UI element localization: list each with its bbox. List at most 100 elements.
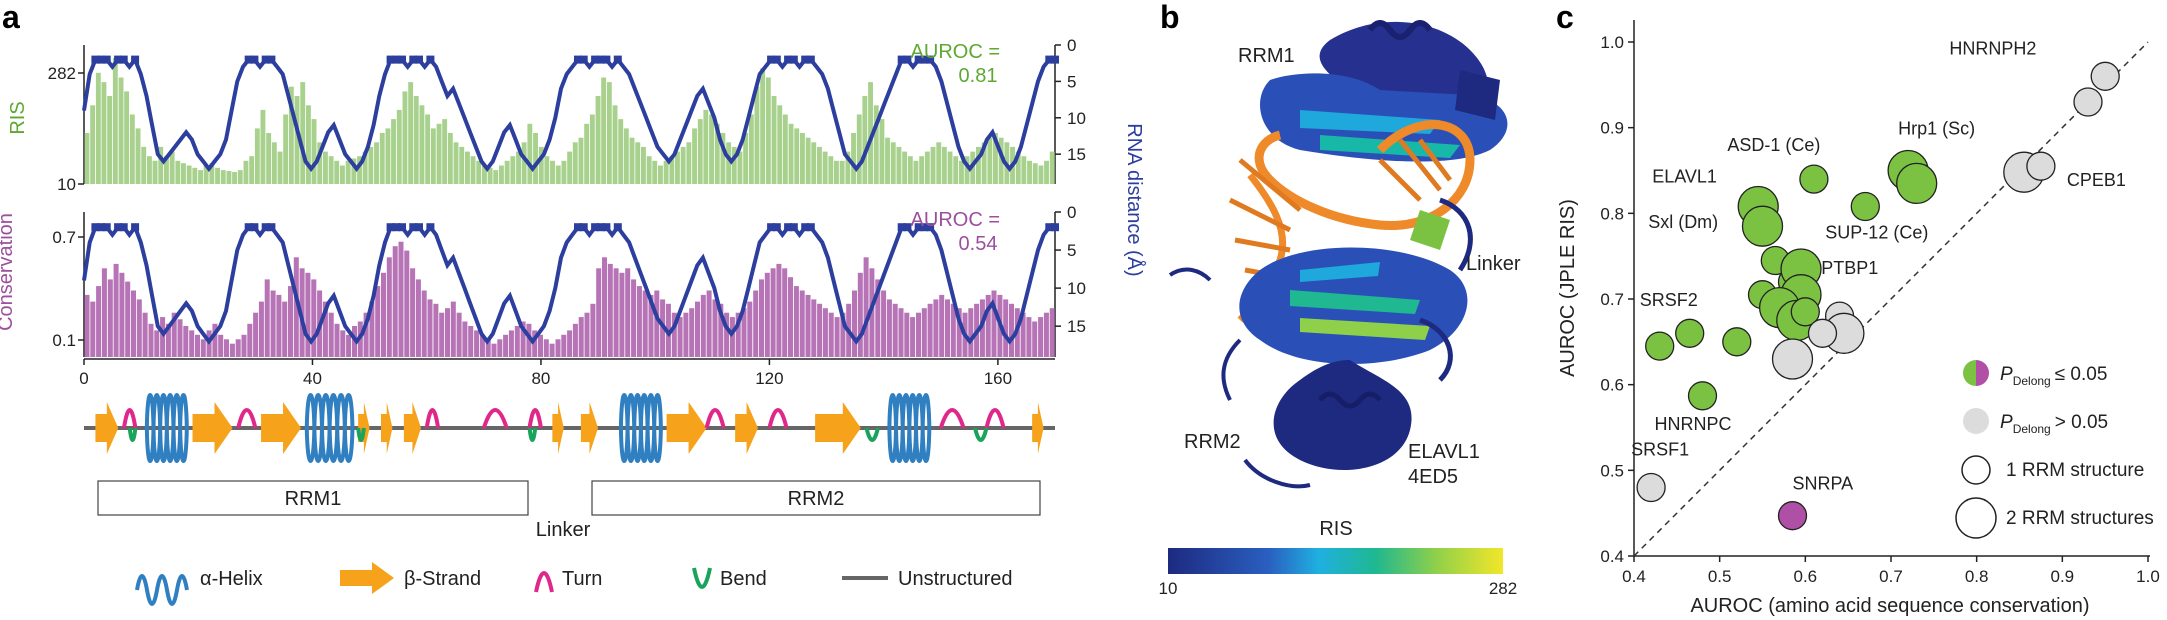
ris-bar (1049, 151, 1055, 184)
ris-bar (328, 156, 334, 184)
conservation-bar (677, 317, 683, 357)
distance-marker (1051, 55, 1059, 64)
scatter-point (1741, 205, 1784, 247)
scatter-y-tick-label: 0.8 (1600, 204, 1624, 223)
distance-marker (596, 55, 605, 64)
ris-bar (987, 137, 993, 184)
ris-bar (862, 96, 868, 184)
turn (938, 408, 966, 429)
track-x-tick-label: 0 (79, 369, 88, 388)
conservation-bar (828, 312, 834, 357)
conservation-bar (264, 279, 270, 357)
conservation-bar (904, 312, 910, 357)
ris-bar (794, 128, 800, 184)
conservation-bar (445, 308, 451, 357)
conservation-bar (747, 301, 753, 357)
conservation-bar (253, 312, 259, 357)
cons-tick-0.1: 0.1 (52, 331, 76, 350)
ris-auroc-line2: 0.81 (959, 65, 998, 87)
legend-two-rrm: 2 RRM structures (2006, 508, 2154, 529)
scatter-point (1687, 381, 1718, 411)
ris-bar (516, 151, 521, 184)
distance-marker (613, 223, 622, 232)
colorbar-min: 10 (1159, 579, 1178, 598)
ris-bar (913, 160, 919, 184)
scatter-x-tick-label: 0.7 (1879, 567, 1903, 586)
scatter-y-tick-label: 0.6 (1600, 376, 1624, 395)
conservation-bar (939, 294, 945, 357)
scatter-point (1777, 501, 1808, 531)
conservation-bar (427, 299, 433, 357)
conservation-bar (753, 290, 759, 357)
distance-marker (596, 223, 605, 232)
ris-bar (737, 151, 743, 184)
turn (122, 408, 138, 429)
distance-tick-label: 10 (1067, 279, 1086, 298)
distance-marker (409, 223, 418, 232)
ris-bar (629, 137, 635, 184)
legend-one-rrm: 1 RRM structure (2006, 460, 2144, 481)
distance-marker (897, 55, 906, 64)
distance-marker (131, 223, 140, 232)
conservation-bar (735, 312, 741, 357)
ris-bar (107, 96, 113, 184)
ris-bar (413, 96, 419, 184)
helix-icon (135, 574, 189, 606)
bend-icon (692, 567, 712, 589)
secondary-structure-track (84, 393, 1055, 463)
conservation-bar (410, 268, 416, 357)
conservation-bar (386, 257, 392, 358)
conservation-bar (526, 323, 532, 358)
ris-bar (215, 167, 220, 184)
conservation-bar (840, 312, 846, 357)
bend (864, 427, 880, 442)
ris-bar (158, 146, 164, 184)
ris-bar (981, 142, 987, 184)
ris-bar (743, 133, 749, 184)
conservation-bar (229, 343, 235, 357)
ris-bar (993, 133, 998, 184)
beta-strand (580, 402, 599, 454)
ris-bar (470, 156, 476, 184)
scatter-point-labels: HNRNPH2 CPEB1 Hrp1 (Sc) ASD-1 (Ce) ELAVL1 SUP… (1631, 38, 2126, 493)
scatter-y-tick-label: 0.9 (1600, 119, 1624, 138)
conservation-bar (968, 308, 974, 357)
ris-bar (584, 123, 590, 184)
rrm2-domain-label: RRM2 (788, 488, 845, 510)
ris-bar (885, 137, 890, 184)
panel-a-letter: a (2, 0, 20, 35)
distance-tick-label: 10 (1067, 109, 1086, 128)
conservation-bar (532, 330, 538, 357)
conservation-bar (1043, 312, 1049, 357)
scatter-point-label: ASD-1 (Ce) (1727, 135, 1820, 155)
distance-marker (250, 55, 259, 64)
conservation-bar (415, 279, 421, 357)
beta-strand (261, 402, 302, 454)
conservation-bar (131, 290, 137, 357)
ris-bar (805, 137, 811, 184)
alpha-helix (887, 393, 932, 463)
distance-marker (767, 223, 776, 232)
conservation-bar (811, 299, 817, 357)
distance-marker (801, 223, 810, 232)
scatter-y-tick-label: 0.4 (1600, 547, 1624, 566)
conservation-bar (1032, 321, 1038, 357)
ris-bar (1027, 160, 1032, 184)
scatter-point-label: ELAVL1 (1652, 167, 1717, 187)
conservation-bar (671, 312, 677, 357)
conservation-bar (154, 330, 160, 357)
conservation-bar (549, 343, 555, 357)
ris-bar (175, 160, 181, 184)
ris-track: 282 10 RIS AUROC = 0.81 0 5 10 15 (7, 36, 1086, 194)
ns-legend-swatch (1963, 408, 1989, 434)
distance-marker (267, 223, 276, 232)
ris-bar (334, 160, 340, 184)
beta-strand (192, 402, 233, 454)
ris-bar (1021, 156, 1027, 184)
ris-bar (521, 142, 527, 184)
ris-bar (953, 156, 959, 184)
conservation-bar (218, 334, 224, 357)
conservation-bar (689, 308, 695, 357)
conservation-bar (805, 294, 811, 357)
beta-strand (815, 402, 861, 454)
